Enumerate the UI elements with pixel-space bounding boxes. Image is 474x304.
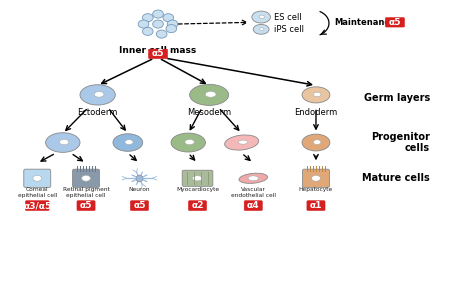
Text: Mesoderm: Mesoderm: [187, 108, 231, 117]
Text: Ectoderm: Ectoderm: [77, 108, 118, 117]
Circle shape: [142, 27, 153, 35]
Ellipse shape: [248, 176, 258, 181]
Ellipse shape: [238, 140, 248, 144]
Circle shape: [166, 25, 177, 33]
Ellipse shape: [313, 140, 321, 144]
Ellipse shape: [313, 92, 321, 97]
Text: α5: α5: [80, 201, 92, 210]
FancyBboxPatch shape: [73, 169, 100, 187]
Circle shape: [167, 20, 178, 28]
Text: α3/α5: α3/α5: [23, 201, 51, 210]
Ellipse shape: [185, 140, 194, 145]
Text: Progenitor
cells: Progenitor cells: [371, 132, 430, 153]
Ellipse shape: [33, 175, 42, 181]
Ellipse shape: [190, 84, 228, 105]
Ellipse shape: [259, 15, 264, 19]
Text: Germ layers: Germ layers: [364, 93, 430, 103]
FancyBboxPatch shape: [385, 18, 404, 27]
Text: α1: α1: [310, 201, 322, 210]
Text: α4: α4: [247, 201, 260, 210]
Ellipse shape: [260, 28, 264, 30]
Circle shape: [138, 20, 149, 28]
Circle shape: [142, 14, 153, 22]
Ellipse shape: [302, 87, 330, 103]
Ellipse shape: [59, 139, 69, 145]
Ellipse shape: [205, 92, 216, 97]
Ellipse shape: [302, 134, 330, 151]
FancyBboxPatch shape: [182, 170, 213, 186]
FancyBboxPatch shape: [77, 201, 95, 211]
Circle shape: [153, 10, 164, 18]
Text: Endoderm: Endoderm: [294, 108, 337, 117]
FancyBboxPatch shape: [302, 169, 329, 187]
FancyBboxPatch shape: [307, 201, 325, 211]
Text: α2: α2: [191, 201, 204, 210]
Text: α5: α5: [133, 201, 146, 210]
FancyBboxPatch shape: [26, 201, 49, 211]
Text: ES cell: ES cell: [274, 12, 302, 22]
Ellipse shape: [253, 24, 269, 34]
Text: Retinal pigment
epithelial cell: Retinal pigment epithelial cell: [63, 187, 109, 198]
Ellipse shape: [82, 175, 91, 181]
Ellipse shape: [225, 135, 259, 150]
Circle shape: [153, 20, 164, 28]
FancyBboxPatch shape: [244, 201, 262, 211]
Ellipse shape: [125, 140, 133, 144]
Text: Inner cell mass: Inner cell mass: [119, 46, 197, 55]
Text: Neuron: Neuron: [129, 187, 150, 192]
Ellipse shape: [311, 175, 320, 181]
Ellipse shape: [252, 11, 271, 23]
FancyBboxPatch shape: [130, 201, 148, 211]
Text: Mature cells: Mature cells: [362, 173, 430, 183]
FancyBboxPatch shape: [148, 49, 167, 59]
Ellipse shape: [113, 134, 143, 151]
Text: Myocardiocyte: Myocardiocyte: [176, 187, 219, 192]
Ellipse shape: [46, 133, 80, 152]
Text: α5: α5: [389, 18, 401, 27]
FancyBboxPatch shape: [189, 201, 207, 211]
Text: Corneal
epithelial cell: Corneal epithelial cell: [18, 187, 57, 198]
Ellipse shape: [80, 85, 115, 105]
Text: Vascular
endothelial cell: Vascular endothelial cell: [231, 187, 276, 198]
Text: Maintenance: Maintenance: [335, 18, 396, 27]
Ellipse shape: [94, 92, 104, 97]
FancyBboxPatch shape: [24, 169, 51, 187]
Ellipse shape: [171, 133, 205, 152]
Text: iPS cell: iPS cell: [274, 25, 304, 34]
Ellipse shape: [192, 176, 202, 181]
Ellipse shape: [239, 173, 267, 183]
Circle shape: [156, 30, 167, 38]
Circle shape: [163, 14, 173, 22]
Text: Hepatocyte: Hepatocyte: [299, 187, 333, 192]
Text: α5: α5: [152, 49, 164, 58]
